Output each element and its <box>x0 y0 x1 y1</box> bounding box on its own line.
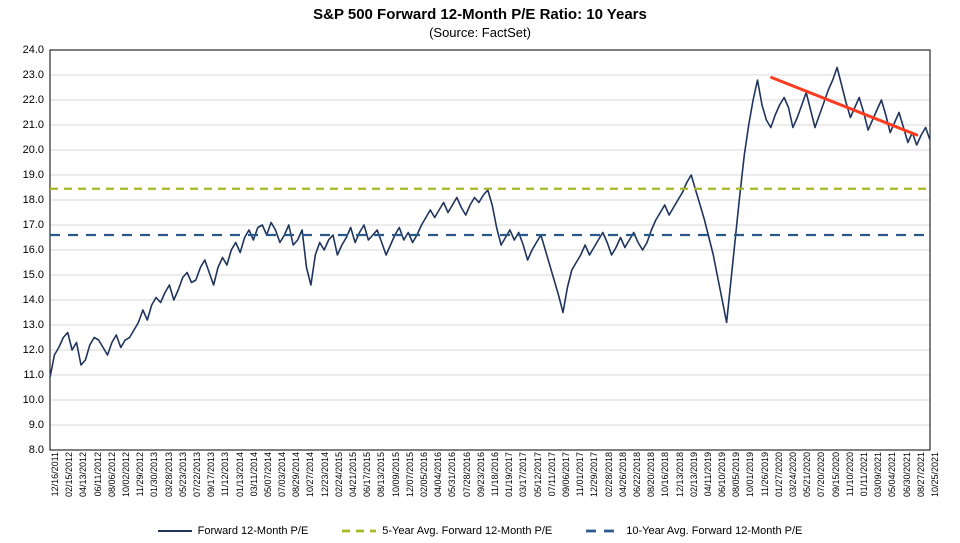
x-axis-tick: 11/26/2019 <box>760 452 770 496</box>
x-axis-tick: 07/22/2013 <box>192 452 202 497</box>
x-axis-tick: 08/06/2012 <box>107 452 117 497</box>
x-axis-tick: 05/07/2014 <box>263 452 273 497</box>
y-axis-tick: 12.0 <box>23 344 44 356</box>
x-axis-tick: 12/16/2011 <box>50 452 60 496</box>
legend-item: 10-Year Avg. Forward 12-Month P/E <box>586 525 802 537</box>
y-axis-tick: 11.0 <box>23 369 44 381</box>
x-axis-tick: 06/22/2018 <box>632 452 642 497</box>
x-axis-tick: 10/16/2018 <box>660 452 670 497</box>
x-axis-tick: 01/11/2021 <box>859 452 869 496</box>
x-axis-tick: 03/09/2021 <box>873 452 883 497</box>
x-axis-tick: 10/25/2021 <box>930 452 940 497</box>
x-axis-tick: 10/01/2019 <box>745 452 755 497</box>
y-axis-tick: 14.0 <box>23 294 44 306</box>
x-axis-tick: 02/24/2015 <box>334 452 344 497</box>
chart-legend: Forward 12-Month P/E 5-Year Avg. Forward … <box>0 525 960 537</box>
x-axis-tick: 04/04/2016 <box>433 452 443 497</box>
x-axis-tick: 03/28/2013 <box>164 452 174 497</box>
x-axis-tick: 11/10/2020 <box>845 452 855 496</box>
x-axis-tick: 12/23/2014 <box>320 452 330 497</box>
y-axis-tick: 10.0 <box>23 394 44 406</box>
x-axis-tick: 04/21/2015 <box>348 452 358 497</box>
x-axis-tick: 03/17/2017 <box>518 452 528 497</box>
legend-item: 5-Year Avg. Forward 12-Month P/E <box>342 525 552 537</box>
x-axis-tick: 08/20/2018 <box>646 452 656 497</box>
y-axis-tick: 19.0 <box>23 169 44 181</box>
chart-plot-area: 8.09.010.011.012.013.014.015.016.017.018… <box>50 50 930 450</box>
y-axis-tick: 18.0 <box>23 194 44 206</box>
x-axis-tick: 05/12/2017 <box>533 452 543 497</box>
x-axis-tick: 11/01/2017 <box>575 452 585 496</box>
legend-label: 5-Year Avg. Forward 12-Month P/E <box>382 525 552 537</box>
y-axis-tick: 22.0 <box>23 94 44 106</box>
x-axis-tick: 05/04/2021 <box>887 452 897 497</box>
x-axis-tick: 08/05/2019 <box>731 452 741 497</box>
x-axis-tick: 05/21/2020 <box>802 452 812 497</box>
x-axis-tick: 06/30/2021 <box>902 452 912 497</box>
x-axis-tick: 10/02/2012 <box>121 452 131 497</box>
x-axis-tick: 03/24/2020 <box>788 452 798 497</box>
x-axis-tick: 06/10/2019 <box>717 452 727 497</box>
y-axis-tick: 20.0 <box>23 144 44 156</box>
x-axis-tick: 04/11/2019 <box>703 452 713 496</box>
x-axis-tick: 11/29/2012 <box>135 452 145 496</box>
x-axis-tick: 08/27/2021 <box>916 452 926 497</box>
y-axis-tick: 23.0 <box>23 69 44 81</box>
x-axis-tick: 03/11/2014 <box>249 452 259 496</box>
x-axis-tick: 01/30/2013 <box>149 452 159 497</box>
x-axis-tick: 08/13/2015 <box>376 452 386 497</box>
y-axis-tick: 9.0 <box>29 419 44 431</box>
x-axis-tick: 10/27/2014 <box>305 452 315 497</box>
chart-title: S&P 500 Forward 12-Month P/E Ratio: 10 Y… <box>0 6 960 23</box>
x-axis-tick: 01/19/2017 <box>504 452 514 497</box>
y-axis-tick: 13.0 <box>23 319 44 331</box>
x-axis-tick: 07/20/2020 <box>816 452 826 497</box>
x-axis-tick: 09/23/2016 <box>476 452 486 497</box>
chart-svg <box>50 50 930 450</box>
legend-label: 10-Year Avg. Forward 12-Month P/E <box>626 525 802 537</box>
data-series-line <box>50 68 930 378</box>
x-axis-tick: 02/15/2012 <box>64 452 74 497</box>
x-axis-tick: 07/28/2016 <box>462 452 472 497</box>
legend-swatch <box>586 526 620 536</box>
y-axis-tick: 15.0 <box>23 269 44 281</box>
x-axis-tick: 12/29/2017 <box>589 452 599 497</box>
x-axis-tick: 02/05/2016 <box>419 452 429 497</box>
y-axis-tick: 16.0 <box>23 244 44 256</box>
y-axis-tick: 24.0 <box>23 44 44 56</box>
legend-swatch <box>158 526 192 536</box>
x-axis-tick: 02/28/2018 <box>604 452 614 497</box>
x-axis-tick: 09/06/2017 <box>561 452 571 497</box>
x-axis-tick: 07/03/2014 <box>277 452 287 497</box>
x-axis-tick: 05/31/2016 <box>447 452 457 497</box>
x-axis-tick: 01/13/2014 <box>235 452 245 497</box>
legend-swatch <box>342 526 376 536</box>
chart-subtitle: (Source: FactSet) <box>0 25 960 40</box>
x-axis-tick: 12/07/2015 <box>405 452 415 497</box>
x-axis-tick: 04/26/2018 <box>618 452 628 497</box>
x-axis-tick: 12/13/2018 <box>675 452 685 497</box>
x-axis-tick: 09/17/2013 <box>206 452 216 497</box>
x-axis-tick: 06/17/2015 <box>362 452 372 497</box>
x-axis-tick: 08/29/2014 <box>291 452 301 497</box>
x-axis-tick: 09/15/2020 <box>831 452 841 497</box>
x-axis-tick: 07/11/2017 <box>547 452 557 496</box>
legend-label: Forward 12-Month P/E <box>198 525 309 537</box>
y-axis-tick: 17.0 <box>23 219 44 231</box>
x-axis-tick: 06/11/2012 <box>93 452 103 496</box>
x-axis-tick: 05/23/2013 <box>178 452 188 497</box>
x-axis-tick: 01/27/2020 <box>774 452 784 497</box>
x-axis-tick: 11/12/2013 <box>220 452 230 496</box>
x-axis-tick: 11/18/2016 <box>490 452 500 496</box>
y-axis-tick: 8.0 <box>29 444 44 456</box>
legend-item: Forward 12-Month P/E <box>158 525 309 537</box>
x-axis-tick: 04/13/2012 <box>78 452 88 497</box>
x-axis-tick: 10/09/2015 <box>391 452 401 497</box>
y-axis-tick: 21.0 <box>23 119 44 131</box>
x-axis-tick: 02/13/2019 <box>689 452 699 497</box>
